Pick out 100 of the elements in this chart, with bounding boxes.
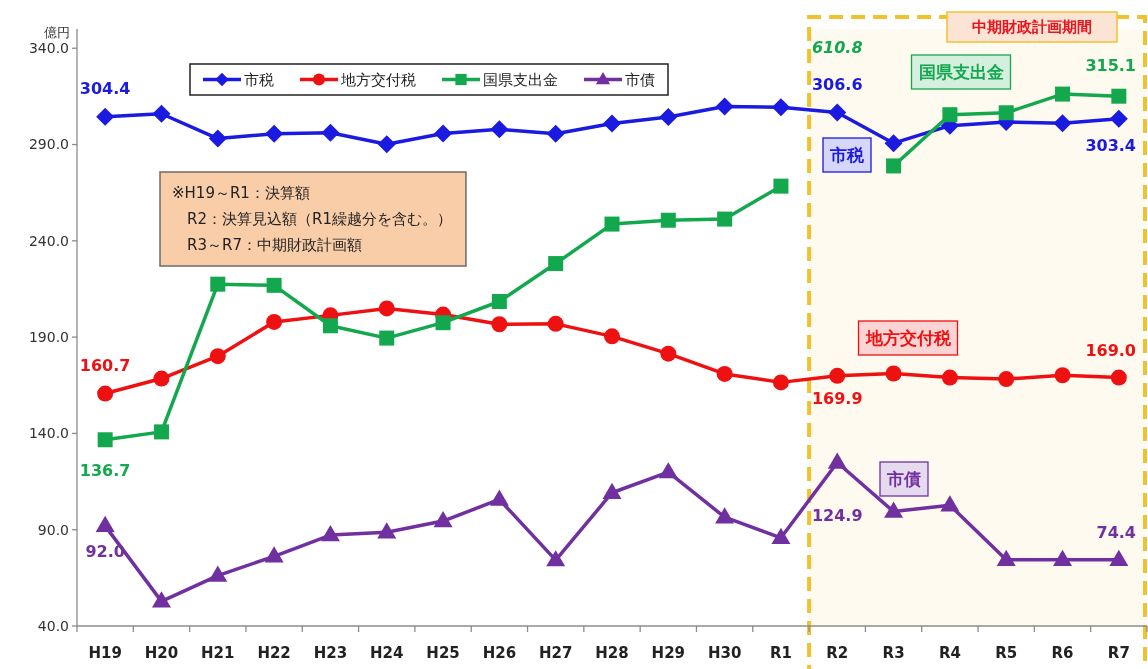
- annotation: 市債: [886, 468, 921, 489]
- x-tick-label: R3: [882, 644, 905, 662]
- x-tick-label: H21: [201, 644, 235, 662]
- point: [153, 370, 170, 387]
- point: [884, 501, 904, 518]
- point: [1110, 369, 1127, 386]
- point: [264, 546, 284, 563]
- point: [659, 108, 678, 127]
- annotation: 国県支出金: [918, 61, 1004, 82]
- point: [96, 107, 115, 126]
- point: [377, 135, 396, 154]
- tag: 市債: [879, 461, 929, 497]
- point: [322, 318, 338, 334]
- legend-label: 国県支出金: [483, 70, 558, 89]
- point: [715, 507, 735, 524]
- data-label: 306.6: [811, 75, 863, 95]
- data-label: 169.0: [1085, 341, 1136, 361]
- y-axis-title: 億円: [44, 25, 70, 40]
- x-tick-label: H20: [144, 644, 179, 662]
- point: [548, 256, 564, 272]
- point: [772, 374, 789, 391]
- data-label: 304.4: [79, 79, 131, 99]
- point: [828, 103, 847, 122]
- x-tick-label: R7: [1107, 644, 1130, 662]
- x-tick-label: R4: [938, 644, 961, 662]
- point: [266, 313, 283, 330]
- note: ※H19～R1：決算額 R2：決算見込額（R1繰越分を含む。） R3～R7：中期財政計画額: [159, 171, 467, 267]
- point: [491, 294, 507, 309]
- legend-label: 市税: [244, 70, 274, 89]
- point: [604, 216, 620, 232]
- x-tick-label: H28: [595, 644, 629, 662]
- tag: 国県支出金: [910, 54, 1012, 90]
- annotation: 市税: [829, 144, 865, 165]
- point: [771, 98, 790, 117]
- point: [771, 527, 791, 544]
- point: [266, 277, 282, 293]
- point: [1053, 549, 1073, 566]
- point: [940, 495, 960, 512]
- point: [715, 97, 734, 116]
- x-tick-label: R6: [1051, 644, 1074, 662]
- point: [998, 105, 1014, 121]
- point: [941, 369, 958, 386]
- legend-label: 市債: [625, 70, 655, 89]
- data-label: 136.7: [79, 461, 131, 481]
- y-tick-label: 240.0: [28, 232, 69, 249]
- point: [546, 550, 566, 567]
- point: [377, 522, 397, 539]
- x-tick-label: R5: [995, 644, 1018, 662]
- point: [379, 330, 395, 346]
- point: [435, 315, 451, 331]
- point: [942, 107, 958, 123]
- point: [1111, 88, 1127, 104]
- point: [1055, 86, 1071, 102]
- point: [885, 365, 902, 382]
- y-tick-label: 40.0: [37, 617, 69, 634]
- tag: 市税: [822, 137, 872, 173]
- y-tick-label: 90.0: [37, 521, 69, 538]
- data-label: 315.1: [1085, 55, 1136, 75]
- y-tick-label: 190.0: [28, 329, 69, 346]
- point: [829, 367, 846, 384]
- point: [489, 489, 509, 506]
- point: [827, 452, 847, 469]
- point: [884, 134, 903, 153]
- point: [321, 123, 340, 142]
- point: [209, 348, 226, 365]
- band-label: 中期財政計画期間: [972, 18, 1092, 37]
- x-tick-label: H29: [651, 644, 686, 662]
- point: [547, 315, 564, 332]
- point: [546, 124, 565, 143]
- x-tick-label: H24: [370, 644, 404, 662]
- point: [210, 276, 226, 292]
- point: [998, 371, 1015, 388]
- x-tick-label: H19: [88, 644, 122, 662]
- y-tick-label: 290.0: [28, 136, 69, 153]
- x-tick-label: H27: [538, 644, 573, 662]
- annotation: ※H19～R1：決算額 R2：決算見込額（R1繰越分を含む。） R3～R7：中期財政計画額: [172, 184, 452, 255]
- point: [717, 211, 733, 227]
- point: [773, 178, 789, 194]
- point: [1053, 114, 1072, 133]
- x-tick-label: H26: [482, 644, 517, 662]
- legend-label: 地方交付税: [340, 70, 416, 89]
- point: [378, 300, 395, 317]
- point: [490, 120, 509, 139]
- x-tick-label: R1: [769, 644, 792, 662]
- annotation: 地方交付税: [864, 327, 952, 348]
- text: 610.8: [811, 37, 863, 57]
- point: [604, 328, 620, 345]
- point: [658, 462, 678, 479]
- data-label: 74.4: [1096, 523, 1136, 543]
- x-tick-label: H22: [257, 644, 291, 662]
- point: [95, 515, 115, 533]
- point: [716, 365, 733, 382]
- point: [1109, 109, 1128, 128]
- point: [603, 114, 621, 133]
- x-tick-label: H30: [707, 644, 742, 662]
- point: [434, 124, 453, 143]
- point: [208, 565, 228, 582]
- point: [208, 129, 227, 148]
- data-label: 303.4: [1085, 136, 1136, 156]
- point: [153, 424, 169, 440]
